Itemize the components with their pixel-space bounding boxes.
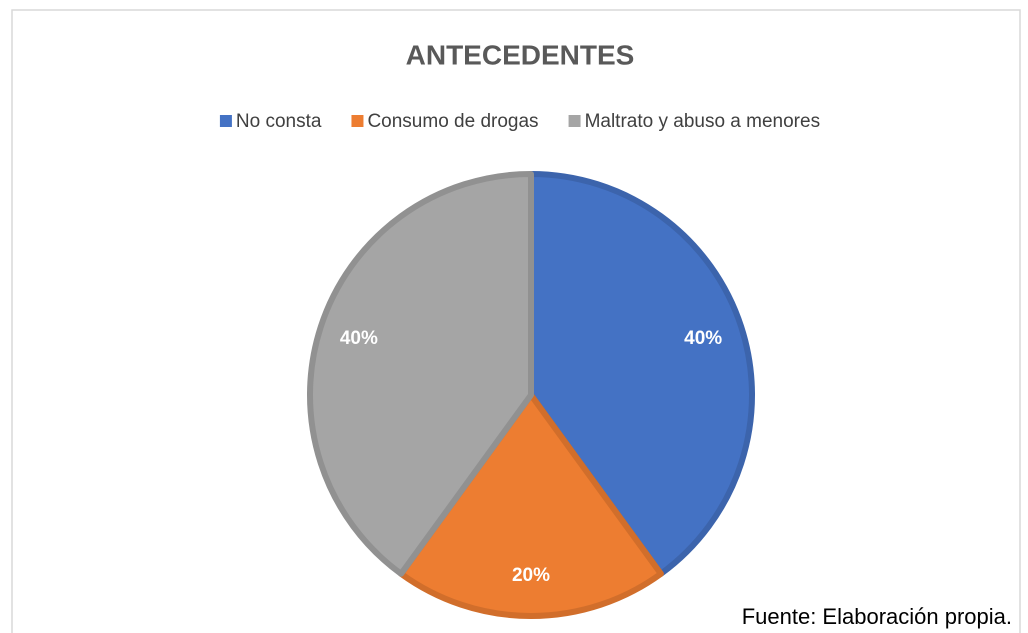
chart-title: ANTECEDENTES — [406, 39, 635, 70]
legend-swatch — [568, 115, 581, 127]
data-label: 40% — [340, 328, 378, 349]
data-label: 20% — [512, 565, 550, 586]
legend-label: No consta — [236, 111, 322, 132]
data-label: 40% — [684, 328, 722, 349]
pie-slice — [528, 171, 755, 577]
legend-label: Maltrato y abuso a menores — [585, 111, 821, 132]
legend-label: Consumo de drogas — [367, 111, 538, 132]
source-note: Fuente: Elaboración propia. — [742, 604, 1012, 629]
legend-swatch — [351, 115, 364, 127]
pie-slice — [307, 171, 534, 577]
pie-slice — [398, 392, 664, 619]
legend-swatch — [219, 115, 232, 127]
